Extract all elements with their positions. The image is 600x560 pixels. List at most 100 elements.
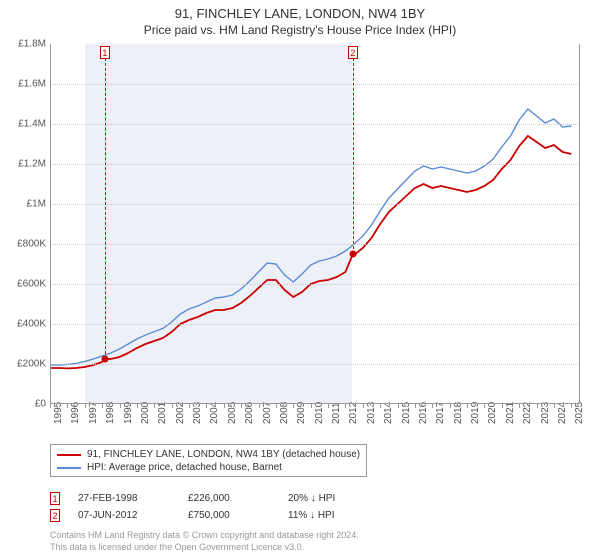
- transaction-dot: [349, 251, 356, 258]
- x-axis-label: 2016: [418, 402, 429, 424]
- transaction-delta: 11% ↓ HPI: [288, 510, 388, 521]
- chart-title: 91, FINCHLEY LANE, LONDON, NW4 1BY: [0, 0, 600, 21]
- x-tick: [380, 404, 381, 408]
- x-axis-label: 2009: [296, 402, 307, 424]
- x-tick: [345, 404, 346, 408]
- x-tick: [224, 404, 225, 408]
- x-axis-label: 2014: [383, 402, 394, 424]
- x-tick: [85, 404, 86, 408]
- y-axis-label: £1.8M: [2, 39, 46, 50]
- transaction-date: 27-FEB-1998: [78, 493, 188, 504]
- x-axis-label: 2004: [209, 402, 220, 424]
- y-axis-label: £1M: [2, 199, 46, 210]
- attribution-line: Contains HM Land Registry data © Crown c…: [50, 530, 359, 542]
- x-axis-label: 2020: [487, 402, 498, 424]
- transaction-row: 1 27-FEB-1998£226,00020% ↓ HPI: [50, 490, 388, 507]
- transaction-date: 07-JUN-2012: [78, 510, 188, 521]
- x-axis-label: 2005: [227, 402, 238, 424]
- series-hpi: [50, 109, 571, 365]
- legend-item: HPI: Average price, detached house, Barn…: [57, 461, 360, 474]
- x-tick: [415, 404, 416, 408]
- transaction-dot: [101, 355, 108, 362]
- x-axis-label: 2011: [331, 402, 342, 424]
- gridline: [50, 364, 580, 365]
- x-axis-label: 2022: [522, 402, 533, 424]
- gridline: [50, 164, 580, 165]
- x-axis-label: 1996: [70, 402, 81, 424]
- x-tick: [172, 404, 173, 408]
- x-axis-label: 1997: [88, 402, 99, 424]
- x-axis-label: 2012: [348, 402, 359, 424]
- gridline: [50, 324, 580, 325]
- x-axis-label: 2021: [505, 402, 516, 424]
- axis-line: [579, 44, 580, 404]
- x-axis-label: 2006: [244, 402, 255, 424]
- legend-swatch: [57, 454, 81, 456]
- chart-subtitle: Price paid vs. HM Land Registry's House …: [0, 21, 600, 41]
- attribution-line: This data is licensed under the Open Gov…: [50, 542, 359, 554]
- x-tick: [311, 404, 312, 408]
- x-tick: [467, 404, 468, 408]
- x-tick: [519, 404, 520, 408]
- gridline: [50, 244, 580, 245]
- x-tick: [120, 404, 121, 408]
- transaction-price: £226,000: [188, 493, 288, 504]
- chart-lines: [50, 44, 580, 404]
- axis-line: [50, 44, 51, 404]
- x-axis-label: 2007: [262, 402, 273, 424]
- x-axis-label: 2002: [175, 402, 186, 424]
- y-axis-label: £1.4M: [2, 119, 46, 130]
- transaction-row: 2 07-JUN-2012£750,00011% ↓ HPI: [50, 507, 388, 524]
- x-axis-label: 2019: [470, 402, 481, 424]
- x-axis-label: 2001: [157, 402, 168, 424]
- transactions-table: 1 27-FEB-1998£226,00020% ↓ HPI 2 07-JUN-201…: [50, 490, 388, 524]
- x-tick: [328, 404, 329, 408]
- transaction-marker-badge: 2: [348, 46, 358, 59]
- x-tick: [67, 404, 68, 408]
- x-tick: [554, 404, 555, 408]
- x-axis-label: 2024: [557, 402, 568, 424]
- x-axis-label: 2000: [140, 402, 151, 424]
- y-axis-label: £200K: [2, 359, 46, 370]
- x-tick: [432, 404, 433, 408]
- x-tick: [293, 404, 294, 408]
- x-axis-label: 2018: [453, 402, 464, 424]
- x-axis-label: 2010: [314, 402, 325, 424]
- gridline: [50, 124, 580, 125]
- x-axis-label: 2017: [435, 402, 446, 424]
- x-tick: [537, 404, 538, 408]
- x-tick: [450, 404, 451, 408]
- y-axis-label: £0: [2, 399, 46, 410]
- chart-legend: 91, FINCHLEY LANE, LONDON, NW4 1BY (deta…: [50, 444, 367, 477]
- transaction-row-badge: 2: [50, 509, 60, 522]
- legend-item: 91, FINCHLEY LANE, LONDON, NW4 1BY (deta…: [57, 448, 360, 461]
- x-axis-label: 2015: [401, 402, 412, 424]
- y-axis-label: £600K: [2, 279, 46, 290]
- legend-label: 91, FINCHLEY LANE, LONDON, NW4 1BY (deta…: [87, 449, 360, 460]
- x-tick: [502, 404, 503, 408]
- x-tick: [363, 404, 364, 408]
- x-axis-label: 2013: [366, 402, 377, 424]
- gridline: [50, 84, 580, 85]
- transaction-row-badge: 1: [50, 492, 60, 505]
- x-axis-label: 2025: [574, 402, 585, 424]
- axis-line: [50, 403, 580, 404]
- y-axis-label: £800K: [2, 239, 46, 250]
- x-axis-label: 2003: [192, 402, 203, 424]
- x-axis-label: 1995: [53, 402, 64, 424]
- transaction-delta: 20% ↓ HPI: [288, 493, 388, 504]
- x-tick: [241, 404, 242, 408]
- chart-plot-area: £0£200K£400K£600K£800K£1M£1.2M£1.4M£1.6M…: [50, 44, 580, 404]
- x-tick: [206, 404, 207, 408]
- legend-swatch: [57, 467, 81, 469]
- attribution-text: Contains HM Land Registry data © Crown c…: [50, 530, 359, 553]
- gridline: [50, 204, 580, 205]
- x-axis-label: 1998: [105, 402, 116, 424]
- x-axis-label: 2023: [540, 402, 551, 424]
- transaction-price: £750,000: [188, 510, 288, 521]
- x-tick: [50, 404, 51, 408]
- x-tick: [571, 404, 572, 408]
- y-axis-label: £1.6M: [2, 79, 46, 90]
- y-axis-label: £1.2M: [2, 159, 46, 170]
- transaction-marker-badge: 1: [100, 46, 110, 59]
